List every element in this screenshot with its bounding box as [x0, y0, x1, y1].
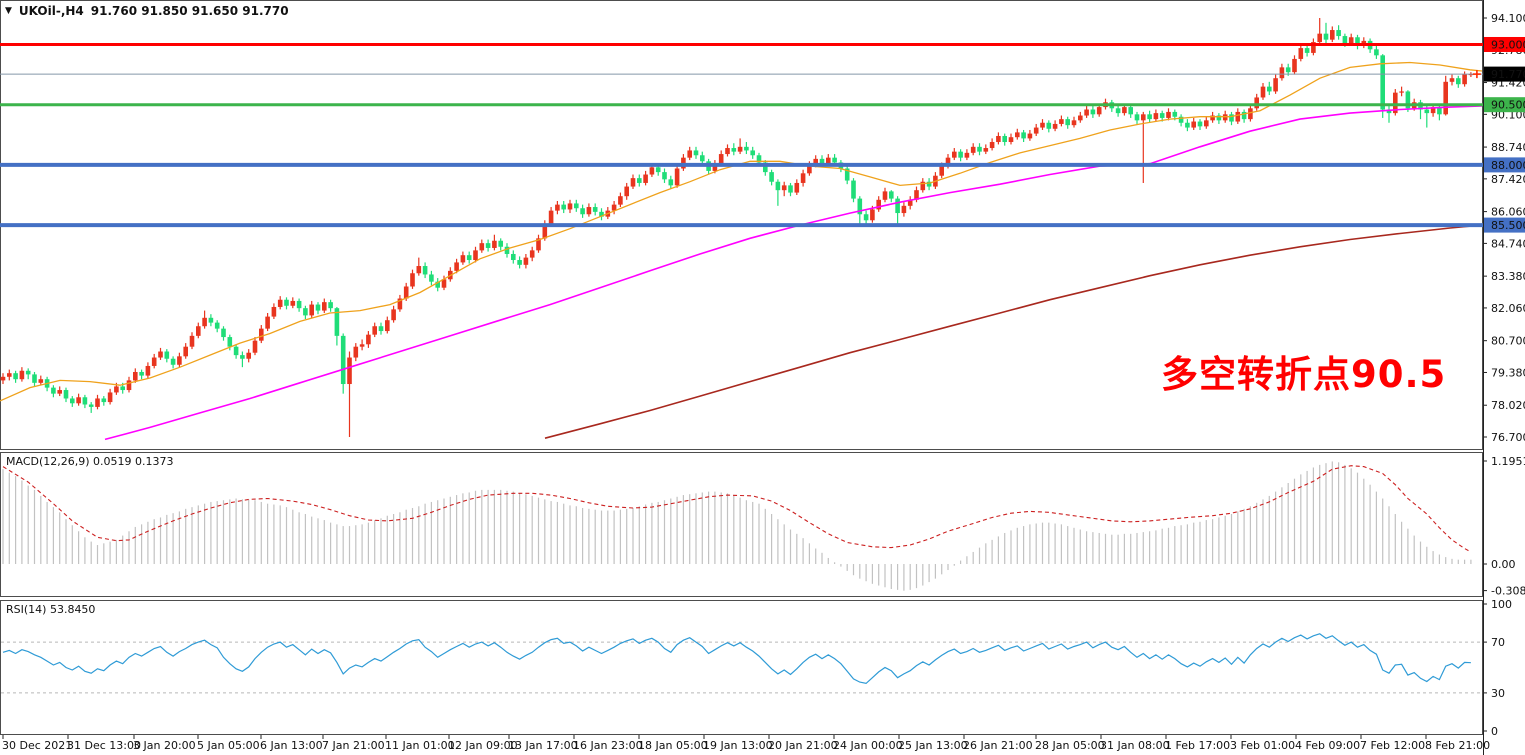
svg-text:7 Jan 21:00: 7 Jan 21:00 [322, 739, 385, 752]
price-axis: 94.10092.78091.42090.10088.74087.42086.0… [1483, 0, 1525, 755]
symbol-header: ▼ UKOil-,H4 91.760 91.850 91.650 91.770 [5, 4, 289, 18]
last-price-marker [1472, 70, 1481, 79]
svg-text:70: 70 [1491, 636, 1505, 649]
macd-signal-line [2, 465, 1472, 553]
svg-text:100: 100 [1491, 598, 1512, 611]
svg-text:0: 0 [1491, 725, 1498, 738]
svg-text:1.1951: 1.1951 [1491, 455, 1525, 468]
svg-text:91.770: 91.770 [1491, 68, 1525, 81]
svg-text:85.500: 85.500 [1491, 219, 1525, 232]
price-badge-93.000: 93.000 [1484, 36, 1525, 52]
svg-text:4 Feb 09:00: 4 Feb 09:00 [1295, 739, 1360, 752]
macd-panel-border [0, 452, 1483, 597]
ma-slow-line [544, 224, 1483, 439]
macd-histogram [2, 461, 1472, 591]
svg-text:16 Jan 23:00: 16 Jan 23:00 [573, 739, 643, 752]
svg-text:1 Feb 17:00: 1 Feb 17:00 [1165, 739, 1230, 752]
svg-text:79.380: 79.380 [1491, 366, 1525, 379]
svg-text:94.100: 94.100 [1491, 12, 1525, 25]
svg-text:90.500: 90.500 [1491, 99, 1525, 112]
svg-text:31 Jan 08:00: 31 Jan 08:00 [1100, 739, 1170, 752]
symbol-title: UKOil-,H4 [18, 4, 84, 18]
candlestick-series [0, 18, 1474, 437]
symbol-ohlc-values: 91.760 91.850 91.650 91.770 [90, 4, 289, 18]
svg-text:8 Feb 21:00: 8 Feb 21:00 [1425, 739, 1490, 752]
svg-text:3 Feb 01:00: 3 Feb 01:00 [1230, 739, 1295, 752]
price-badge-88.000: 88.000 [1484, 157, 1525, 173]
svg-text:86.060: 86.060 [1491, 206, 1525, 219]
svg-text:87.420: 87.420 [1491, 173, 1525, 186]
svg-text:84.740: 84.740 [1491, 237, 1525, 250]
svg-text:0.00: 0.00 [1491, 558, 1516, 571]
svg-text:25 Jan 13:00: 25 Jan 13:00 [898, 739, 968, 752]
ma-fast-line [0, 61, 1483, 402]
svg-text:11 Jan 01:00: 11 Jan 01:00 [385, 739, 455, 752]
svg-text:93.000: 93.000 [1491, 38, 1525, 51]
svg-text:26 Jan 21:00: 26 Jan 21:00 [963, 739, 1033, 752]
rsi-line [2, 633, 1471, 685]
svg-text:19 Jan 13:00: 19 Jan 13:00 [703, 739, 773, 752]
svg-text:80.700: 80.700 [1491, 335, 1525, 348]
svg-text:78.020: 78.020 [1491, 399, 1525, 412]
svg-text:30: 30 [1491, 687, 1505, 700]
svg-text:13 Jan 17:00: 13 Jan 17:00 [508, 739, 578, 752]
svg-text:12 Jan 09:00: 12 Jan 09:00 [448, 739, 518, 752]
rsi-panel-border [0, 600, 1483, 735]
svg-text:83.380: 83.380 [1491, 270, 1525, 283]
svg-text:-0.3087: -0.3087 [1491, 585, 1525, 598]
svg-text:82.060: 82.060 [1491, 302, 1525, 315]
price-badge-85.500: 85.500 [1484, 217, 1525, 233]
svg-text:88.740: 88.740 [1491, 141, 1525, 154]
svg-text:24 Jan 00:00: 24 Jan 00:00 [833, 739, 903, 752]
svg-text:88.000: 88.000 [1491, 159, 1525, 172]
svg-text:5 Jan 05:00: 5 Jan 05:00 [197, 739, 260, 752]
svg-text:20 Jan 21:00: 20 Jan 21:00 [768, 739, 838, 752]
svg-text:3 Jan 20:00: 3 Jan 20:00 [133, 739, 196, 752]
price-badge-90.500: 90.500 [1484, 97, 1525, 113]
svg-text:31 Dec 13:00: 31 Dec 13:00 [67, 739, 141, 752]
svg-text:7 Feb 12:00: 7 Feb 12:00 [1360, 739, 1425, 752]
svg-text:30 Dec 2021: 30 Dec 2021 [2, 739, 72, 752]
annotation-text[interactable]: 多空转折点90.5 [1161, 353, 1447, 396]
macd-indicator-label: MACD(12,26,9) 0.0519 0.1373 [6, 455, 174, 468]
price-badge-91.770: 91.770 [1484, 66, 1525, 82]
svg-text:76.700: 76.700 [1491, 431, 1525, 444]
rsi-indicator-label: RSI(14) 53.8450 [6, 603, 96, 616]
symbol-dropdown-icon[interactable]: ▼ [5, 6, 12, 16]
svg-text:18 Jan 05:00: 18 Jan 05:00 [638, 739, 708, 752]
svg-text:28 Jan 05:00: 28 Jan 05:00 [1035, 739, 1105, 752]
svg-text:6 Jan 13:00: 6 Jan 13:00 [260, 739, 323, 752]
